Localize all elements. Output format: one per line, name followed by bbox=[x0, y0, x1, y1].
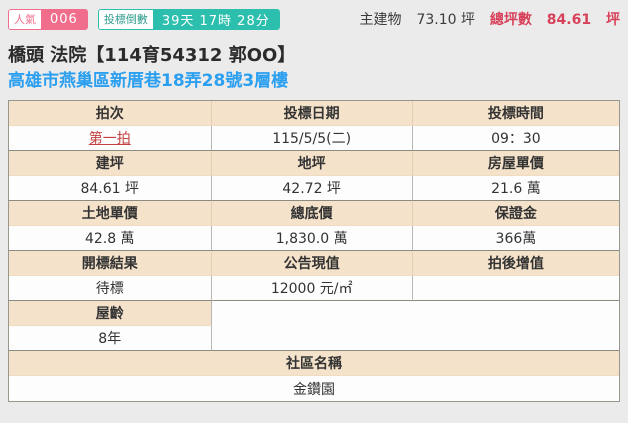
main-building-value: 73.10 坪 bbox=[416, 12, 475, 28]
property-address-link[interactable]: 高雄市燕巢區新厝巷18弄28號3層樓 bbox=[8, 71, 289, 91]
header-cell-total-base-price: 總底價 bbox=[211, 201, 413, 226]
topbar: 人氣 006 投標倒數 39天 17時 28分 主建物 73.10 坪 總坪數 … bbox=[0, 0, 628, 30]
value-row-area: 84.61 坪 42.72 坪 21.6 萬 bbox=[9, 176, 619, 201]
header-cell-land-unit-price: 土地單價 bbox=[9, 201, 212, 226]
header-row-area: 建坪 地坪 房屋單價 bbox=[9, 151, 619, 176]
popularity-badge: 人氣 006 bbox=[8, 8, 88, 30]
value-cell-auction-round: 第一拍 bbox=[9, 126, 212, 151]
total-ping-value: 84.61 bbox=[546, 12, 592, 28]
header-cell-announced-value: 公告現值 bbox=[211, 251, 413, 276]
header-cell-bid-result: 開標結果 bbox=[9, 251, 212, 276]
header-cell-bid-date: 投標日期 bbox=[211, 101, 413, 126]
header-row-result: 開標結果 公告現值 拍後增值 bbox=[9, 251, 619, 276]
area-summary: 主建物 73.10 坪 總坪數 84.61 坪 bbox=[360, 9, 620, 29]
header-cell-building-ping: 建坪 bbox=[9, 151, 212, 176]
value-row-round: 第一拍 115/5/5(二) 09：30 bbox=[9, 126, 619, 151]
header-row-community: 社區名稱 bbox=[9, 351, 619, 376]
header-cell-auction-round: 拍次 bbox=[9, 101, 212, 126]
value-cell-land-ping: 42.72 坪 bbox=[211, 176, 413, 201]
value-cell-building-ping: 84.61 坪 bbox=[9, 176, 212, 201]
value-cell-total-base-price: 1,830.0 萬 bbox=[211, 226, 413, 251]
header-cell-house-unit-price: 房屋單價 bbox=[412, 151, 619, 176]
header-row-price: 土地單價 總底價 保證金 bbox=[9, 201, 619, 226]
popularity-label: 人氣 bbox=[9, 9, 41, 29]
header-cell-deposit: 保證金 bbox=[412, 201, 619, 226]
auction-round-link[interactable]: 第一拍 bbox=[88, 131, 131, 147]
value-cell-bid-date: 115/5/5(二) bbox=[211, 126, 413, 151]
value-cell-bid-result: 待標 bbox=[9, 276, 212, 301]
value-row-age: 8年 bbox=[9, 326, 619, 351]
value-row-community: 金鑽園 bbox=[9, 376, 619, 401]
total-ping-unit: 坪 bbox=[606, 12, 620, 28]
value-cell-announced-value: 12000 元/㎡ bbox=[211, 276, 413, 301]
total-ping-label: 總坪數 bbox=[489, 12, 532, 28]
popularity-count: 006 bbox=[41, 9, 87, 29]
value-cell-community-name: 金鑽園 bbox=[293, 381, 335, 398]
value-cell-house-unit-price: 21.6 萬 bbox=[412, 176, 619, 201]
header-cell-post-auction-gain: 拍後增值 bbox=[412, 251, 619, 276]
header-cell-land-ping: 地坪 bbox=[211, 151, 413, 176]
bid-countdown-value: 39天 17時 28分 bbox=[152, 9, 279, 29]
value-row-price: 42.8 萬 1,830.0 萬 366萬 bbox=[9, 226, 619, 251]
value-row-result: 待標 12000 元/㎡ bbox=[9, 276, 619, 301]
bid-countdown-badge: 投標倒數 39天 17時 28分 bbox=[97, 8, 280, 30]
auction-info-table: 拍次 投標日期 投標時間 第一拍 115/5/5(二) 09：30 建坪 地坪 … bbox=[8, 100, 620, 402]
case-title: 橋頭 法院【114育54312 郭OO】 bbox=[8, 45, 296, 66]
value-cell-bid-time: 09：30 bbox=[412, 126, 619, 151]
empty-merged-cell bbox=[211, 301, 619, 351]
header-cell-house-age: 屋齡 bbox=[9, 301, 212, 326]
header-cell-bid-time: 投標時間 bbox=[412, 101, 619, 126]
header-row-round: 拍次 投標日期 投標時間 bbox=[9, 101, 619, 126]
value-cell-house-age: 8年 bbox=[9, 326, 212, 351]
header-row-age: 屋齡 bbox=[9, 301, 619, 351]
value-cell-land-unit-price: 42.8 萬 bbox=[9, 226, 212, 251]
main-building-label: 主建物 bbox=[359, 12, 402, 28]
header-cell-community-name: 社區名稱 bbox=[9, 351, 619, 376]
value-cell-post-auction-gain bbox=[412, 276, 619, 301]
bid-countdown-label: 投標倒數 bbox=[98, 9, 153, 29]
value-cell-deposit: 366萬 bbox=[412, 226, 619, 251]
